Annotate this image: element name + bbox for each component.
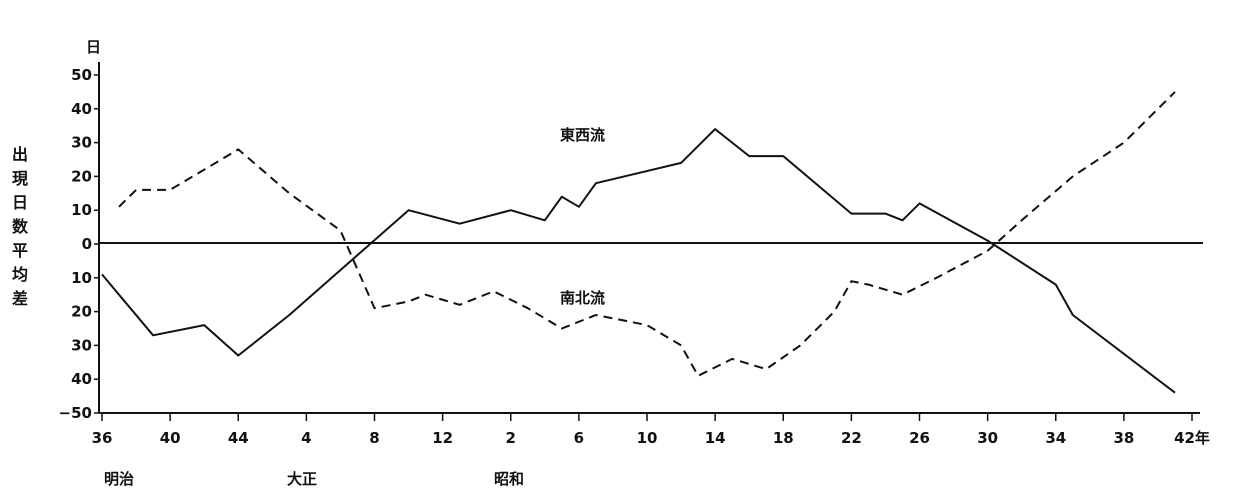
x-tick-label: 12 [432, 429, 453, 447]
y-tick-label: 20 [71, 303, 92, 321]
y-tick-label: 20 [71, 167, 92, 185]
series-line-east-west [101, 128, 1176, 394]
x-ticks: 36 40 44 4 8 12 2 6 10 14 18 22 26 30 34 38 42年 [92, 413, 1210, 447]
series-lines [101, 91, 1176, 394]
x-tick-label: 8 [369, 429, 379, 447]
x-tick-label: 22 [841, 429, 862, 447]
y-unit-label: 日 [86, 38, 101, 56]
y-tick-label: 40 [71, 100, 92, 118]
y-ticks: 50 40 30 20 10 0 10 20 30 40 −50 [59, 66, 99, 422]
y-tick-label: 30 [71, 336, 92, 354]
y-axis-title-char: 差 [12, 289, 28, 308]
series-line-north-south [118, 91, 1176, 377]
x-tick-label: 36 [92, 429, 113, 447]
x-tick-label: 10 [637, 429, 658, 447]
y-tick-label: −50 [59, 404, 92, 422]
x-tick-label: 30 [977, 429, 998, 447]
y-axis-title-char: 現 [12, 169, 28, 188]
y-tick-label: 40 [71, 370, 92, 388]
y-tick-label: 0 [82, 235, 92, 253]
x-tick-label: 4 [301, 429, 311, 447]
y-axis-title-char: 均 [12, 265, 28, 284]
x-tick-label: 38 [1113, 429, 1134, 447]
series-label-north-south: 南北流 [560, 289, 605, 307]
x-tick-label: 44 [228, 429, 249, 447]
x-tick-label: 14 [705, 429, 726, 447]
y-axis-title-char: 出 [12, 145, 28, 164]
era-label-meiji: 明治 [104, 470, 134, 488]
x-tick-label: 40 [160, 429, 181, 447]
y-tick-label: 10 [71, 201, 92, 219]
era-label-taisho: 大正 [287, 470, 317, 488]
x-tick-label: 18 [773, 429, 794, 447]
x-tick-label: 6 [574, 429, 584, 447]
era-label-showa: 昭和 [494, 470, 524, 488]
y-tick-label: 30 [71, 134, 92, 152]
y-axis-title-char: 平 [12, 241, 28, 260]
x-tick-label: 42年 [1174, 429, 1210, 447]
x-tick-label: 26 [909, 429, 930, 447]
y-axis-title-char: 数 [12, 217, 29, 236]
series-label-east-west: 東西流 [560, 126, 605, 144]
y-tick-label: 50 [71, 66, 92, 84]
x-tick-label: 2 [506, 429, 516, 447]
y-tick-label: 10 [71, 269, 92, 287]
x-tick-label: 34 [1045, 429, 1066, 447]
y-axis-title-char: 日 [12, 193, 28, 212]
